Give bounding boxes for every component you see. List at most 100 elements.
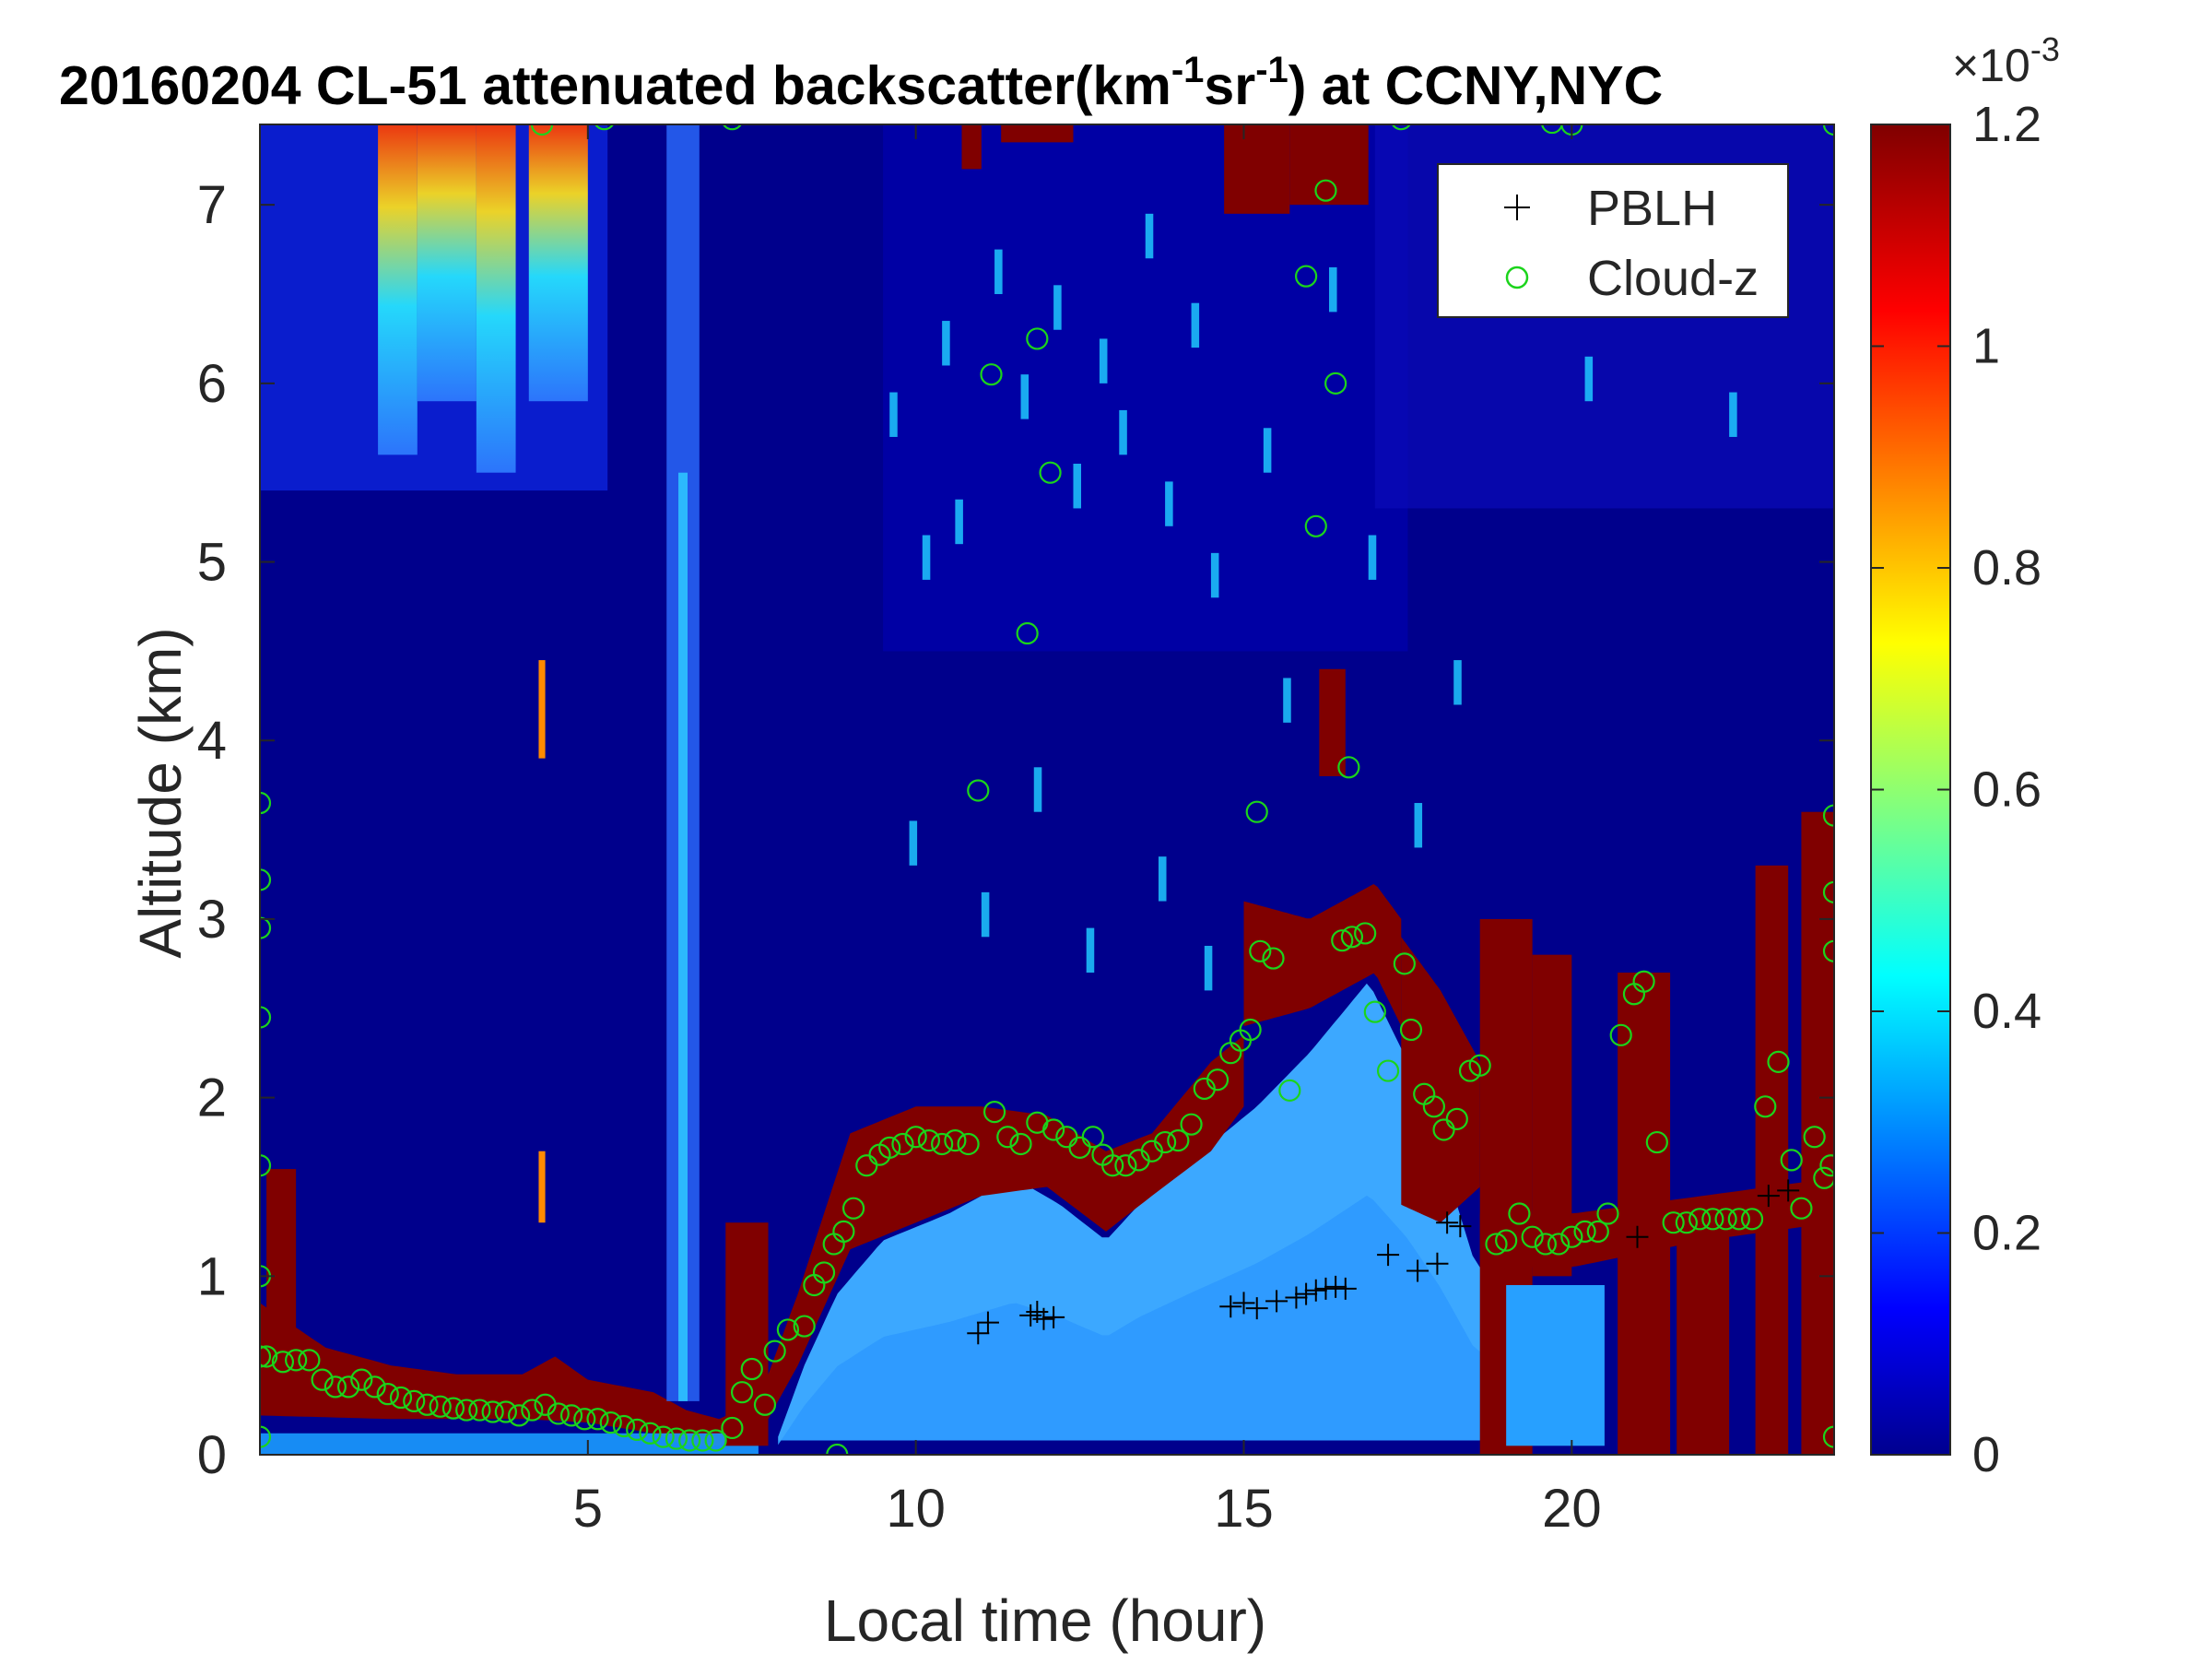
pblh-point [1626, 1225, 1649, 1248]
heatmap-aerosol-core [778, 1195, 1572, 1446]
y-tick-label: 6 [197, 354, 227, 414]
cloud-z-point [1586, 1220, 1609, 1243]
cloud-z-point [1376, 1059, 1400, 1082]
pblh-point [1285, 1286, 1308, 1309]
cloud-z-point [1391, 124, 1411, 131]
pblh-point [1334, 1277, 1357, 1300]
y-tick-label: 5 [197, 533, 227, 593]
colorbar-ticks: 0 0.2 0.4 0.6 0.8 1 1.2 [1871, 97, 2041, 1482]
cloud-z-point [678, 1429, 701, 1452]
cloud-z-point [722, 124, 743, 131]
cloud-z-point [363, 1375, 386, 1398]
heatmap-speckle [889, 392, 898, 437]
heatmap-streak [476, 124, 516, 473]
cloud-z-point [776, 1318, 799, 1341]
cloud-z-point [1180, 1113, 1203, 1136]
cloud-z-point [1632, 970, 1655, 993]
y-tick-label: 2 [197, 1068, 227, 1128]
cloud-z-point [1422, 1095, 1445, 1118]
heatmap-cloud-tower [1677, 1222, 1730, 1455]
heatmap-speckle [1263, 428, 1272, 473]
heatmap-speckle [1145, 213, 1154, 259]
cloud-z-point [1026, 327, 1049, 350]
heatmap-speckle [955, 499, 963, 545]
cloud-z-point [481, 1400, 504, 1423]
cloud-z-point [1304, 514, 1327, 537]
cloud-z-point [1822, 1425, 1834, 1448]
heatmap-cloud-layer [1243, 884, 1402, 1027]
heatmap-speckle [1210, 552, 1219, 598]
cloud-z-point [1822, 939, 1834, 962]
x-tick-label: 5 [573, 1479, 603, 1539]
cloud-z-point [812, 1261, 836, 1284]
heatmap-speckle [1099, 338, 1108, 384]
heatmap-cloud-cell [961, 124, 982, 170]
heatmap-speckle [1368, 535, 1377, 580]
cloud-z-point [260, 1154, 272, 1177]
cloud-z-point [599, 1411, 622, 1434]
colorbar-gradient [1871, 124, 1950, 1455]
chart-title: 20160204 CL-51 attenuated backscatter(km… [59, 50, 1663, 116]
cloud-z-point [1521, 1225, 1544, 1248]
y-tick-label: 1 [197, 1246, 227, 1306]
pblh-point [1304, 1279, 1327, 1302]
cloud-z-point [1331, 929, 1354, 952]
heatmap-speckle [1119, 409, 1127, 455]
heatmap-cloud-cell [725, 1222, 769, 1446]
cloud-z-point [586, 1408, 609, 1431]
cloud-z-point [1819, 1154, 1834, 1177]
heatmap-speckle [981, 891, 990, 938]
colorbar-tick-label: 0.6 [1972, 762, 2041, 818]
cloud-z-point [841, 1197, 865, 1220]
cloud-z-point [721, 1416, 744, 1440]
heatmap-speckle [1165, 481, 1173, 526]
heatmap-speckle [1191, 302, 1200, 348]
cloud-z-point [826, 1443, 849, 1455]
heatmap-speckle [1453, 660, 1462, 705]
heatmap-speckle [1329, 266, 1337, 313]
cloud-z-point [891, 1132, 914, 1156]
heatmap-cloud-cell [266, 1169, 297, 1330]
cloud-z-point [1645, 1130, 1668, 1154]
y-tick-label: 7 [197, 175, 227, 235]
cloud-z-point [1324, 372, 1347, 395]
heatmap-streak [678, 472, 688, 1401]
y-tick-label: 0 [197, 1425, 227, 1485]
heatmap-speckle [1584, 356, 1594, 402]
cloud-z-point [1688, 1208, 1712, 1231]
heatmap-speckle [1020, 374, 1030, 419]
heatmap-speckle [1729, 392, 1737, 437]
cloud-z-point [1245, 800, 1268, 823]
pblh-series [967, 1179, 1800, 1345]
cloud-z-point [1468, 1054, 1491, 1077]
cloud-z-point [980, 363, 1003, 386]
legend: PBLH Cloud-z [1437, 163, 1789, 318]
cloud-z-point [982, 1101, 1006, 1124]
pblh-point [1245, 1297, 1268, 1320]
cloud-z-point [1508, 1202, 1531, 1225]
colorbar-tick-label: 1 [1972, 319, 2000, 374]
cloud-z-point [931, 1132, 954, 1156]
cloud-z-point [1822, 880, 1834, 903]
colorbar-tick-label: 0.4 [1972, 984, 2041, 1039]
cloud-z-point [1363, 1000, 1386, 1023]
legend-pblh-marker [1504, 195, 1530, 220]
colorbar-exponent: ×10-3 [1952, 30, 2060, 91]
cloud-z-point [1206, 1068, 1230, 1092]
cloud-z-point [416, 1393, 439, 1416]
heatmap-speckle [942, 321, 950, 366]
colorbar: 0 0.2 0.4 0.6 0.8 1 1.2 ×10-3 [1870, 30, 2060, 1482]
heatmap-cloud-tower [1801, 811, 1834, 1455]
cloud-z-point [1399, 1018, 1423, 1042]
cloud-z-point [260, 916, 272, 939]
cloud-z-point [753, 1393, 777, 1416]
cloud-z-point [1609, 1023, 1632, 1046]
cloud-z-point [336, 1375, 360, 1398]
x-tick-label: 20 [1542, 1479, 1602, 1539]
cloud-z-point [1354, 922, 1377, 945]
pblh-point [1042, 1305, 1065, 1328]
cloud-z-point [626, 1418, 649, 1441]
pblh-point [1757, 1185, 1780, 1208]
